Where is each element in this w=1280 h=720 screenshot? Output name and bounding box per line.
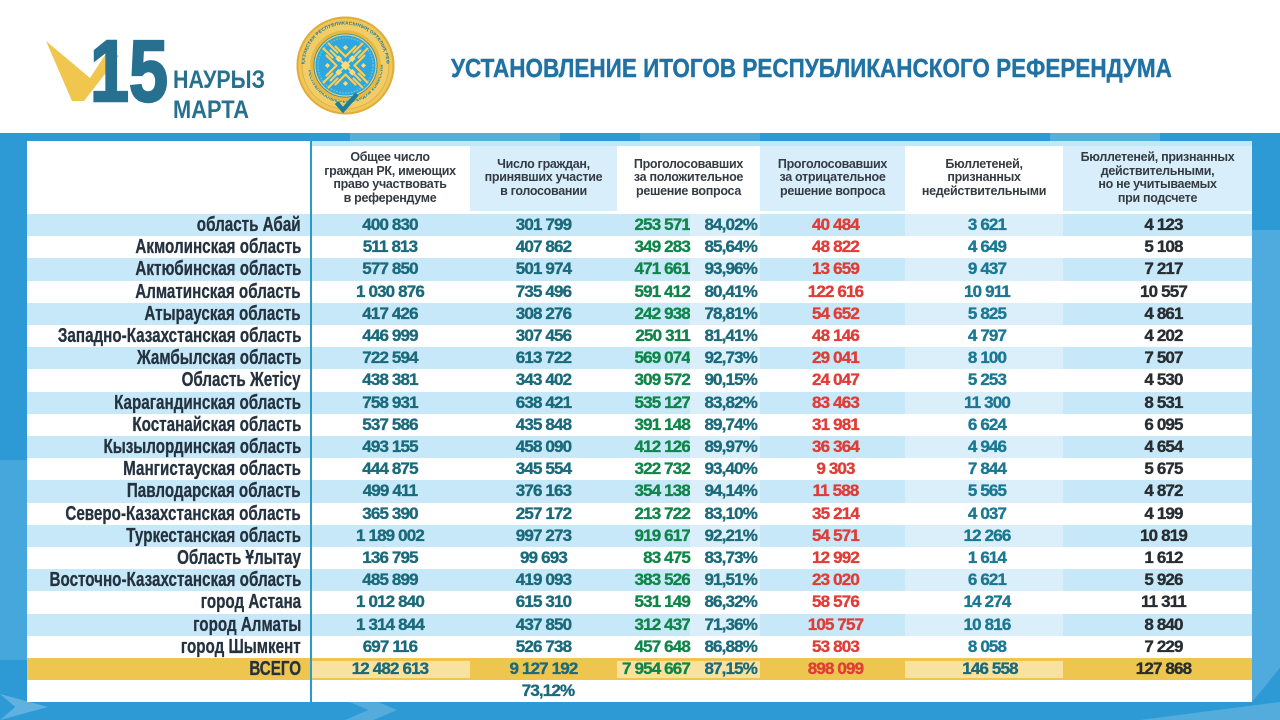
svg-text:МАРТА: МАРТА: [173, 96, 249, 124]
svg-text:НАУРЫЗ: НАУРЫЗ: [173, 66, 265, 94]
svg-text:15: 15: [90, 23, 168, 120]
